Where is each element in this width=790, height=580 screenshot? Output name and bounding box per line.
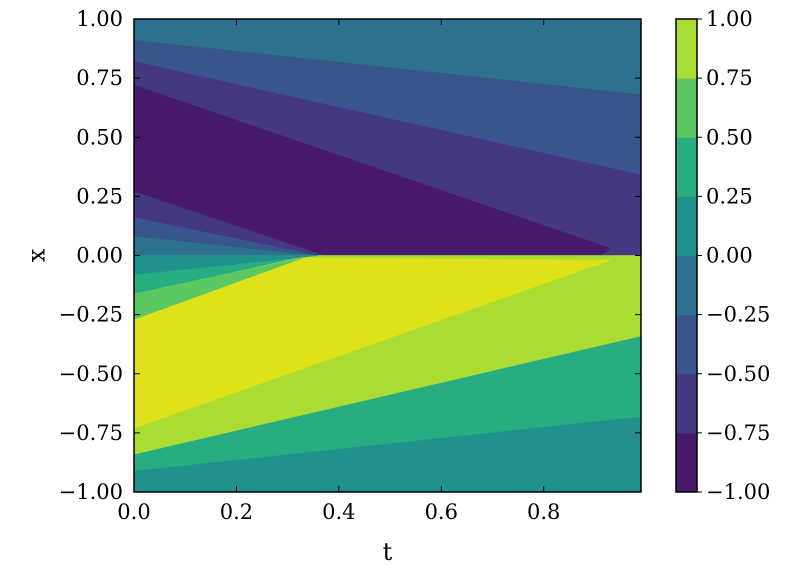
- colorbar-tick-label: 0.00: [706, 244, 753, 268]
- x-tick-label: 0.0: [117, 500, 150, 524]
- colorbar-tick-label: −0.25: [706, 303, 770, 327]
- colorbar-segment: [676, 373, 697, 434]
- colorbar: 1.00 0.75 0.50 0.25 0.00 −0.25 −0.50 −0.75 −1.00: [675, 7, 770, 504]
- y-tick-label: −0.75: [59, 421, 123, 445]
- colorbar-segment: [676, 314, 697, 375]
- y-tick-label: 0.00: [76, 244, 123, 268]
- x-axis: 0.0 0.2 0.4 0.6 0.8: [117, 19, 560, 524]
- colorbar-tick-label: −1.00: [706, 480, 770, 504]
- y-tick-label: 0.25: [76, 184, 123, 208]
- x-tick-label: 0.2: [220, 500, 253, 524]
- colorbar-tick-label: 0.25: [706, 184, 753, 208]
- y-axis-label: x: [23, 248, 51, 262]
- x-tick-label: 0.4: [322, 500, 355, 524]
- colorbar-segment: [676, 19, 697, 79]
- y-tick-label: −0.50: [59, 362, 123, 386]
- colorbar-tick-label: 0.50: [706, 125, 753, 149]
- colorbar-tick-label: 1.00: [706, 7, 753, 31]
- colorbar-segment: [676, 78, 697, 138]
- colorbar-segment: [676, 196, 697, 256]
- y-axis: 1.00 0.75 0.50 0.25 0.00 −0.25 −0.50 −0.75 −1.00: [59, 7, 641, 504]
- colorbar-segment: [676, 432, 697, 493]
- x-tick-label: 0.8: [527, 500, 560, 524]
- contour-regions: [133, 18, 642, 493]
- y-tick-label: −1.00: [59, 480, 123, 504]
- y-tick-label: 0.50: [76, 125, 123, 149]
- x-tick-label: 0.6: [425, 500, 458, 524]
- colorbar-tick-label: −0.50: [706, 362, 770, 386]
- colorbar-tick-label: 0.75: [706, 66, 753, 90]
- y-tick-label: 1.00: [76, 7, 123, 31]
- x-axis-label: t: [383, 538, 393, 566]
- y-tick-label: −0.25: [59, 303, 123, 327]
- y-tick-label: 0.75: [76, 66, 123, 90]
- colorbar-tick-label: −0.75: [706, 421, 770, 445]
- colorbar-segment: [676, 255, 697, 316]
- colorbar-segment: [676, 137, 697, 197]
